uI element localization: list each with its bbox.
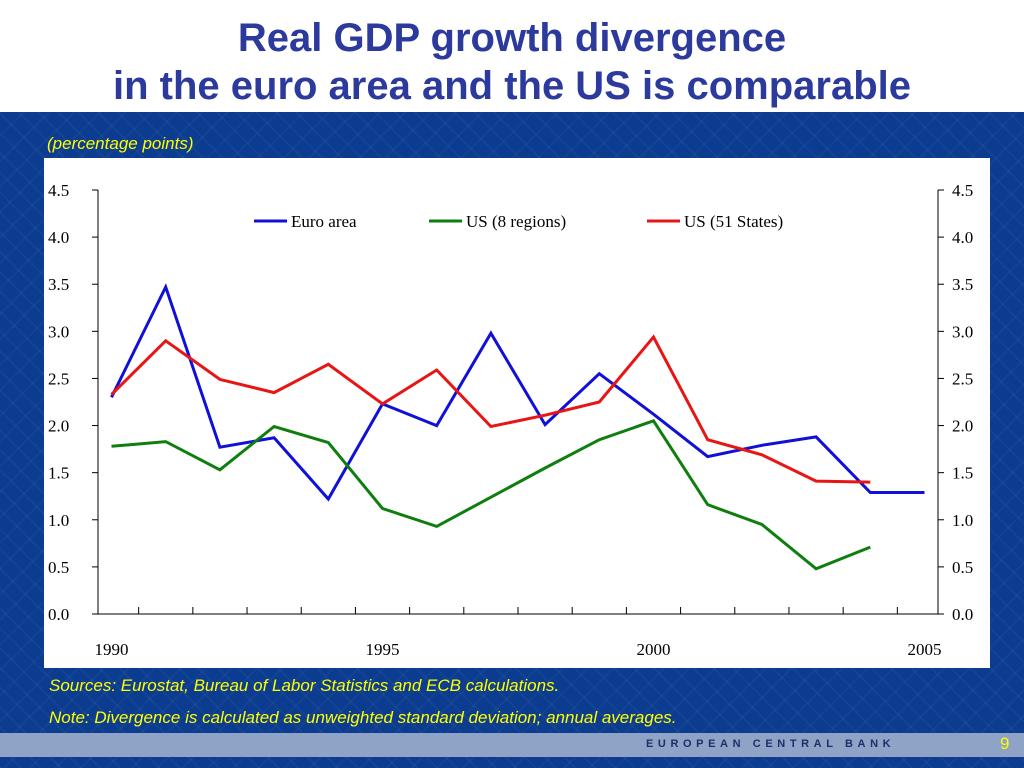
y-tick-label-right: 0.0 <box>952 605 973 624</box>
x-tick-label: 1995 <box>366 640 400 659</box>
x-tick-label: 1990 <box>95 640 129 659</box>
y-tick-label-left: 4.5 <box>48 181 69 200</box>
y-tick-label-left: 4.0 <box>48 228 69 247</box>
y-tick-label-right: 3.0 <box>952 322 973 341</box>
footer-bar <box>0 733 1024 757</box>
slide-title: Real GDP growth divergence in the euro a… <box>0 14 1024 110</box>
sources-note: Sources: Eurostat, Bureau of Labor Stati… <box>49 676 560 695</box>
legend-label-2: US (8 regions) <box>466 212 566 231</box>
y-tick-label-left: 1.0 <box>48 511 69 530</box>
methodology-note: Note: Divergence is calculated as unweig… <box>49 708 677 727</box>
page-number: 9 <box>1000 734 1010 753</box>
y-tick-label-left: 2.5 <box>48 369 69 388</box>
axes-layer: 0.0 0.0 0.5 0.5 1.0 1.0 1.5 1.5 2.0 2.0 2.5 2.5 3.0 3… <box>48 181 973 659</box>
y-tick-label-right: 1.0 <box>952 511 973 530</box>
y-tick-label-right: 3.5 <box>952 275 973 294</box>
legend: Euro area US (8 regions) US (51 States) <box>254 212 783 231</box>
y-tick-label-left: 1.5 <box>48 464 69 483</box>
legend-label-3: US (51 States) <box>684 212 783 231</box>
title-area: Real GDP growth divergence in the euro a… <box>0 0 1024 112</box>
series-line-2 <box>111 418 871 571</box>
series-line-3 <box>110 334 871 484</box>
title-line-1: Real GDP growth divergence <box>237 16 787 60</box>
y-tick-label-left: 0.0 <box>48 605 69 624</box>
y-tick-label-right: 2.0 <box>952 417 973 436</box>
y-tick-label-right: 4.5 <box>952 181 973 200</box>
y-tick-label-left: 0.5 <box>48 558 69 577</box>
chart-panel: 0.0 0.0 0.5 0.5 1.0 1.0 1.5 1.5 2.0 2.0 2.5 2.5 3.0 3… <box>44 158 990 668</box>
chart-unit-subtitle: (percentage points) <box>47 134 194 153</box>
y-tick-label-left: 3.0 <box>48 322 69 341</box>
series-line-1 <box>110 283 925 502</box>
y-tick-label-left: 3.5 <box>48 275 69 294</box>
legend-label-1: Euro area <box>291 212 357 231</box>
y-tick-label-right: 0.5 <box>952 558 973 577</box>
series-layer <box>110 283 925 571</box>
x-tick-label: 2000 <box>636 640 670 659</box>
line-chart: 0.0 0.0 0.5 0.5 1.0 1.0 1.5 1.5 2.0 2.0 2.5 2.5 3.0 3… <box>48 181 973 659</box>
title-line-2: in the euro area and the US is comparabl… <box>112 64 911 108</box>
y-tick-label-right: 4.0 <box>952 228 973 247</box>
ecb-brand-footer: EUROPEAN CENTRAL BANK <box>646 738 896 750</box>
y-tick-label-right: 2.5 <box>952 369 973 388</box>
x-tick-label: 2005 <box>907 640 941 659</box>
y-tick-label-right: 1.5 <box>952 464 973 483</box>
y-tick-label-left: 2.0 <box>48 417 69 436</box>
